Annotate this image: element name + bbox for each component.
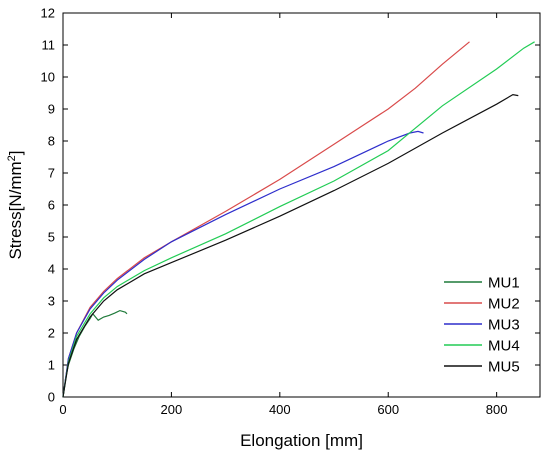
legend-label-mu3: MU3	[488, 317, 520, 334]
plot-area-frame	[62, 12, 541, 398]
series-line-mu3	[62, 130, 424, 398]
x-tick-label: 600	[377, 402, 399, 417]
series-line-mu1	[62, 309, 128, 398]
series-line-mu4	[62, 41, 535, 398]
y-tick-label: 0	[48, 390, 55, 405]
series-lines	[62, 41, 535, 398]
legend: MU1 MU2 MU3 MU4 MU5	[444, 275, 520, 376]
legend-label-mu1: MU1	[488, 275, 520, 292]
y-tick-label: 10	[41, 70, 55, 85]
y-tick-label: 9	[48, 102, 55, 117]
y-tick-label: 8	[48, 134, 55, 149]
y-tick-label: 6	[48, 198, 55, 213]
legend-label-mu5: MU5	[488, 359, 520, 376]
y-tick-label: 12	[41, 6, 55, 21]
y-tick-label: 3	[48, 294, 55, 309]
y-tick-label: 2	[48, 326, 55, 341]
x-axis-title: Elongation [mm]	[240, 431, 363, 450]
y-axis-title: Stress[N/mm2]	[6, 150, 25, 259]
y-tick-label: 7	[48, 166, 55, 181]
series-line-mu5	[62, 93, 519, 398]
y-tick-label: 11	[42, 38, 56, 53]
x-tick-label: 400	[269, 402, 291, 417]
y-axis-title-suffix: ]	[6, 150, 25, 155]
y-tick-label: 4	[48, 262, 55, 277]
y-axis-title-superscript: 2	[6, 155, 18, 161]
x-tick-label: 200	[161, 402, 183, 417]
legend-label-mu2: MU2	[488, 296, 520, 313]
x-tick-label: 0	[59, 402, 66, 417]
x-tick-label: 800	[486, 402, 508, 417]
y-axis-title-prefix: Stress[N/mm	[6, 161, 25, 259]
x-axis-ticks: 0 200 400 600 800	[59, 13, 507, 417]
legend-label-mu4: MU4	[488, 338, 520, 355]
y-tick-label: 5	[48, 230, 55, 245]
series-line-mu2	[62, 41, 470, 398]
y-tick-label: 1	[48, 358, 55, 373]
